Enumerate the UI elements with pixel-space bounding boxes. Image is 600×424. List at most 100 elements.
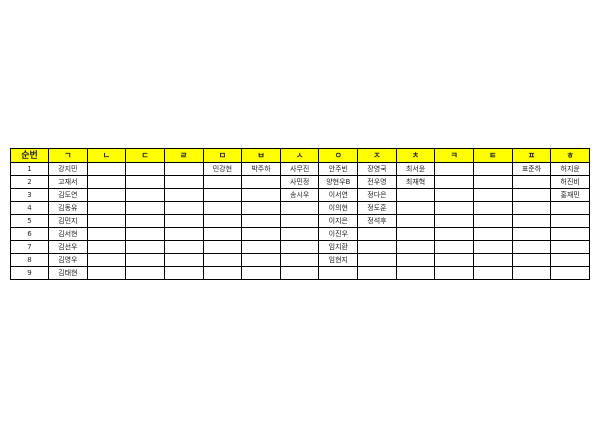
row-number-cell[interactable]: 2 <box>10 175 49 189</box>
name-cell[interactable]: 고재서 <box>48 175 88 189</box>
name-cell[interactable] <box>318 266 359 280</box>
name-cell[interactable] <box>395 240 436 254</box>
name-cell[interactable] <box>163 266 204 280</box>
name-cell[interactable] <box>395 214 436 228</box>
name-cell[interactable] <box>163 240 204 254</box>
name-cell[interactable]: 이서연 <box>318 188 359 202</box>
name-cell[interactable] <box>473 214 513 228</box>
name-cell[interactable] <box>511 253 552 267</box>
header-cell-14[interactable]: ㅎ <box>550 148 590 163</box>
name-cell[interactable]: 이진우 <box>318 227 359 241</box>
name-cell[interactable]: 김민지 <box>48 214 88 228</box>
row-number-cell[interactable]: 1 <box>10 162 49 176</box>
name-cell[interactable] <box>434 214 475 228</box>
name-cell[interactable]: 김선우 <box>48 240 88 254</box>
row-number-cell[interactable]: 3 <box>10 188 49 202</box>
name-cell[interactable] <box>279 214 320 228</box>
name-cell[interactable]: 김태현 <box>48 266 88 280</box>
name-cell[interactable] <box>86 214 127 228</box>
name-cell[interactable] <box>125 175 165 189</box>
name-cell[interactable] <box>86 227 127 241</box>
name-cell[interactable] <box>125 214 165 228</box>
name-cell[interactable] <box>434 188 475 202</box>
name-cell[interactable] <box>395 227 436 241</box>
name-cell[interactable] <box>163 201 204 215</box>
row-number-cell[interactable]: 4 <box>10 201 49 215</box>
name-cell[interactable] <box>395 253 436 267</box>
name-cell[interactable] <box>125 266 165 280</box>
name-cell[interactable] <box>395 201 436 215</box>
header-cell-number[interactable]: 순번 <box>10 148 49 163</box>
name-cell[interactable] <box>434 201 475 215</box>
name-cell[interactable] <box>202 227 243 241</box>
name-cell[interactable] <box>434 227 475 241</box>
row-number-cell[interactable]: 5 <box>10 214 49 228</box>
name-cell[interactable]: 이지은 <box>318 214 359 228</box>
name-cell[interactable] <box>202 266 243 280</box>
name-cell[interactable] <box>202 188 243 202</box>
name-cell[interactable]: 박주하 <box>241 162 281 176</box>
name-cell[interactable]: 강지민 <box>48 162 88 176</box>
name-cell[interactable]: 최재혁 <box>395 175 436 189</box>
name-cell[interactable] <box>241 227 281 241</box>
name-cell[interactable] <box>163 227 204 241</box>
name-cell[interactable] <box>125 201 165 215</box>
name-cell[interactable] <box>86 162 127 176</box>
name-cell[interactable]: 임지환 <box>318 240 359 254</box>
header-cell-11[interactable]: ㅋ <box>434 148 475 163</box>
name-cell[interactable] <box>86 188 127 202</box>
name-cell[interactable] <box>511 214 552 228</box>
name-cell[interactable]: 김도연 <box>48 188 88 202</box>
name-cell[interactable] <box>357 253 397 267</box>
header-cell-10[interactable]: ㅊ <box>395 148 436 163</box>
header-cell-3[interactable]: ㄷ <box>125 148 165 163</box>
name-cell[interactable] <box>86 201 127 215</box>
name-cell[interactable] <box>473 175 513 189</box>
name-cell[interactable] <box>163 253 204 267</box>
name-cell[interactable]: 사민정 <box>279 175 320 189</box>
name-cell[interactable] <box>279 266 320 280</box>
name-cell[interactable] <box>86 240 127 254</box>
name-cell[interactable] <box>473 266 513 280</box>
header-cell-5[interactable]: ㅁ <box>202 148 243 163</box>
name-cell[interactable] <box>163 162 204 176</box>
name-cell[interactable] <box>434 175 475 189</box>
row-number-cell[interactable]: 7 <box>10 240 49 254</box>
name-cell[interactable] <box>241 253 281 267</box>
name-cell[interactable] <box>241 266 281 280</box>
name-cell[interactable] <box>473 253 513 267</box>
header-cell-13[interactable]: ㅍ <box>511 148 552 163</box>
name-cell[interactable] <box>511 266 552 280</box>
header-cell-12[interactable]: ㅌ <box>473 148 513 163</box>
name-cell[interactable] <box>550 266 590 280</box>
name-cell[interactable]: 허지윤 <box>550 162 590 176</box>
name-cell[interactable] <box>473 188 513 202</box>
name-cell[interactable] <box>511 188 552 202</box>
name-cell[interactable] <box>241 240 281 254</box>
row-number-cell[interactable]: 9 <box>10 266 49 280</box>
header-cell-4[interactable]: ㄹ <box>163 148 204 163</box>
name-cell[interactable] <box>473 227 513 241</box>
header-cell-7[interactable]: ㅅ <box>279 148 320 163</box>
name-cell[interactable] <box>511 201 552 215</box>
name-cell[interactable] <box>86 175 127 189</box>
name-cell[interactable]: 민강현 <box>202 162 243 176</box>
name-cell[interactable] <box>163 175 204 189</box>
name-cell[interactable]: 임현지 <box>318 253 359 267</box>
name-cell[interactable]: 김서현 <box>48 227 88 241</box>
name-cell[interactable] <box>279 253 320 267</box>
name-cell[interactable] <box>434 240 475 254</box>
name-cell[interactable] <box>357 240 397 254</box>
name-cell[interactable]: 정다은 <box>357 188 397 202</box>
name-cell[interactable] <box>550 240 590 254</box>
name-cell[interactable] <box>511 240 552 254</box>
name-cell[interactable]: 표준하 <box>511 162 552 176</box>
name-cell[interactable] <box>434 266 475 280</box>
name-cell[interactable] <box>202 253 243 267</box>
name-cell[interactable] <box>125 253 165 267</box>
name-cell[interactable] <box>473 162 513 176</box>
name-cell[interactable] <box>279 201 320 215</box>
name-cell[interactable]: 장영국 <box>357 162 397 176</box>
name-cell[interactable] <box>202 175 243 189</box>
name-cell[interactable]: 정석후 <box>357 214 397 228</box>
